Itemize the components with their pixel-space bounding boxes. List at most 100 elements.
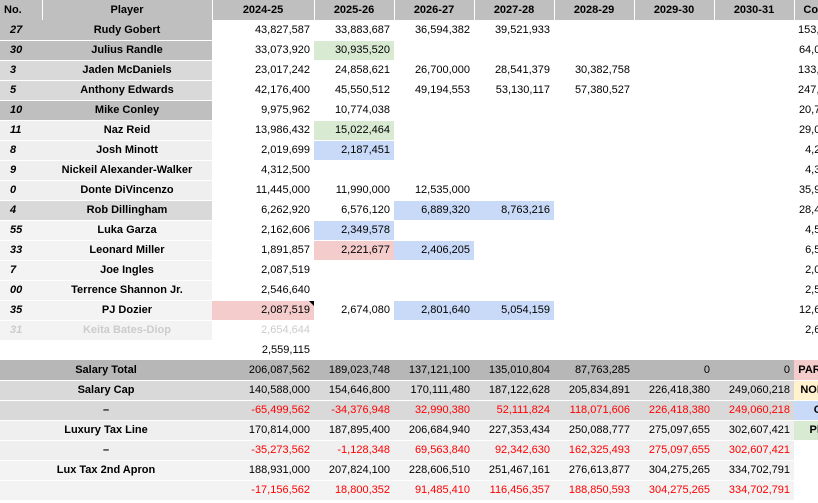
salary-cell[interactable] [474, 120, 554, 141]
player-number[interactable]: 11 [0, 120, 42, 141]
salary-cell[interactable]: 15,022,464 [314, 120, 394, 141]
summary-value-cell[interactable]: 249,060,218 [714, 400, 794, 421]
salary-cell[interactable] [714, 180, 794, 201]
contract-cell[interactable]: 2,654,644 [794, 320, 818, 341]
summary-value-cell[interactable]: 228,606,510 [394, 460, 474, 481]
summary-value-cell[interactable]: 251,467,161 [474, 460, 554, 481]
cell[interactable] [794, 460, 818, 481]
salary-cell[interactable] [634, 180, 714, 201]
player-number[interactable]: 35 [0, 300, 42, 321]
header-2024-25[interactable]: 2024-25 [212, 0, 315, 20]
summary-value-cell[interactable]: 188,931,000 [212, 460, 314, 481]
salary-cell[interactable] [554, 240, 634, 261]
salary-cell[interactable] [554, 320, 634, 341]
contract-cell[interactable]: 4,512,184 [794, 220, 818, 241]
salary-cell[interactable] [394, 160, 474, 181]
contract-cell[interactable]: 2,546,640 [794, 280, 818, 301]
cell[interactable] [634, 340, 714, 360]
summary-value-cell[interactable]: 87,763,285 [554, 360, 634, 381]
salary-cell[interactable]: 12,535,000 [394, 180, 474, 201]
salary-cell[interactable] [634, 260, 714, 281]
summary-value-cell[interactable]: -34,376,948 [314, 400, 394, 421]
salary-cell[interactable] [634, 300, 714, 321]
salary-cell[interactable] [714, 60, 794, 81]
salary-cell[interactable]: 6,889,320 [394, 200, 474, 221]
salary-cell[interactable]: 30,935,520 [314, 40, 394, 61]
summary-value-cell[interactable]: 226,418,380 [634, 380, 714, 401]
summary-value-cell[interactable]: 226,418,380 [634, 400, 714, 421]
extra-value-cell[interactable]: 2,559,115 [261, 344, 310, 357]
salary-cell[interactable] [714, 120, 794, 141]
salary-cell[interactable]: 33,073,920 [212, 40, 314, 61]
header-2025-26[interactable]: 2025-26 [314, 0, 395, 20]
cell[interactable] [794, 340, 818, 360]
salary-cell[interactable] [714, 220, 794, 241]
salary-cell[interactable] [314, 160, 394, 181]
summary-value-cell[interactable]: 304,275,265 [634, 460, 714, 481]
player-number[interactable]: 9 [0, 160, 42, 181]
cell[interactable] [794, 480, 818, 501]
salary-cell[interactable] [554, 260, 634, 281]
header-2027-28[interactable]: 2027-28 [474, 0, 555, 20]
salary-cell[interactable] [394, 40, 474, 61]
salary-cell[interactable]: 2,801,640 [394, 300, 474, 321]
salary-cell[interactable] [634, 60, 714, 81]
player-name[interactable]: Rudy Gobert [42, 20, 212, 41]
salary-cell[interactable]: 9,975,962 [212, 100, 314, 121]
salary-cell[interactable] [714, 320, 794, 341]
salary-cell[interactable]: 2,019,699 [212, 140, 314, 161]
cell[interactable] [394, 340, 474, 360]
salary-cell[interactable] [314, 260, 394, 281]
salary-cell[interactable] [714, 240, 794, 261]
salary-cell[interactable]: 24,858,621 [314, 60, 394, 81]
salary-cell[interactable]: 53,130,117 [474, 80, 554, 101]
summary-value-cell[interactable]: 250,088,777 [554, 420, 634, 441]
summary-value-cell[interactable]: 207,824,100 [314, 460, 394, 481]
summary-value-cell[interactable]: 140,588,000 [212, 380, 314, 401]
summary-value-cell[interactable]: 206,684,940 [394, 420, 474, 441]
summary-value-cell[interactable]: 302,607,421 [714, 420, 794, 441]
contract-cell[interactable]: 133,500,000 [794, 60, 818, 81]
contract-cell[interactable]: 12,617,398 [794, 300, 818, 321]
summary-value-cell[interactable]: 187,122,628 [474, 380, 554, 401]
player-number[interactable]: 10 [0, 100, 42, 121]
salary-cell[interactable] [314, 280, 394, 301]
header-contract[interactable]: Contract [794, 0, 818, 20]
salary-cell[interactable] [394, 120, 474, 141]
salary-cell[interactable] [634, 100, 714, 121]
player-name[interactable]: Luka Garza [42, 220, 212, 241]
salary-cell[interactable] [714, 20, 794, 41]
player-name[interactable]: Jaden McDaniels [42, 60, 212, 81]
summary-value-cell[interactable]: -35,273,562 [212, 440, 314, 461]
salary-cell[interactable] [634, 220, 714, 241]
summary-value-cell[interactable]: 0 [634, 360, 714, 381]
summary-value-cell[interactable]: 170,111,480 [394, 380, 474, 401]
summary-value-cell[interactable]: 91,485,410 [394, 480, 474, 501]
summary-value-cell[interactable]: 116,456,357 [474, 480, 554, 501]
salary-cell[interactable]: 8,763,216 [474, 200, 554, 221]
salary-cell[interactable]: 28,541,379 [474, 60, 554, 81]
salary-cell[interactable] [394, 140, 474, 161]
contract-cell[interactable]: 247,432,109 [794, 80, 818, 101]
summary-value-cell[interactable]: 276,613,877 [554, 460, 634, 481]
player-name[interactable]: Terrence Shannon Jr. [42, 280, 212, 301]
contract-cell[interactable]: 4,312,500 [794, 160, 818, 181]
salary-cell[interactable] [474, 160, 554, 181]
player-name[interactable]: PJ Dozier [42, 300, 212, 321]
summary-value-cell[interactable]: -17,156,562 [212, 480, 314, 501]
salary-cell[interactable] [714, 140, 794, 161]
salary-cell[interactable]: 2,221,677 [314, 240, 394, 261]
summary-value-cell[interactable]: 52,111,824 [474, 400, 554, 421]
summary-value-cell[interactable]: 189,023,748 [314, 360, 394, 381]
summary-value-cell[interactable]: 135,010,804 [474, 360, 554, 381]
salary-cell[interactable] [554, 20, 634, 41]
salary-cell[interactable]: 11,445,000 [212, 180, 314, 201]
salary-cell[interactable] [554, 280, 634, 301]
salary-cell[interactable] [554, 40, 634, 61]
salary-cell[interactable] [714, 200, 794, 221]
salary-cell[interactable] [474, 180, 554, 201]
salary-cell[interactable] [474, 40, 554, 61]
salary-cell[interactable]: 2,674,080 [314, 300, 394, 321]
summary-value-cell[interactable]: 92,342,630 [474, 440, 554, 461]
contract-cell[interactable]: 28,491,576 [794, 200, 818, 221]
